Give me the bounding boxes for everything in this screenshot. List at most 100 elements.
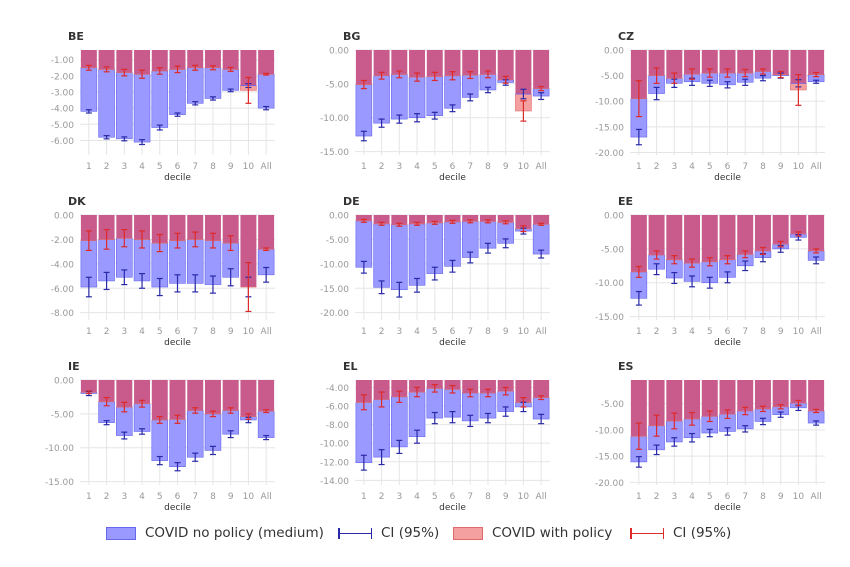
- error-bar-with-policy: [706, 257, 713, 267]
- error-bar-no-policy: [484, 242, 491, 254]
- bar-overlap: [373, 215, 390, 224]
- error-bar-no-policy: [449, 259, 456, 273]
- error-bar-with-policy: [85, 64, 92, 71]
- bar-overlap: [772, 380, 789, 407]
- chart-panel-el: EL -4.00 -6.00 -8.00 -10.00 -12.00 -14.00 1 2 3 4 5…: [320, 360, 550, 513]
- x-tick-label: All: [261, 492, 272, 502]
- bar-overlap: [134, 50, 151, 75]
- error-bar-no-policy: [414, 113, 421, 123]
- error-bar-no-policy: [538, 249, 545, 259]
- y-tick-label: -5.00: [601, 72, 625, 82]
- bar-overlap: [222, 50, 239, 70]
- bar-no-policy: [204, 413, 222, 451]
- bar-overlap: [666, 50, 683, 79]
- y-tick-label: 0.00: [54, 377, 74, 387]
- chart-panel-dk: DK 0.00 -2.00 -4.00 -6.00 -8.00 1 2 3 4 5 6 7 8 9 10 All…: [51, 195, 275, 348]
- x-tick-label: 10: [518, 492, 530, 502]
- bar-overlap: [754, 50, 771, 72]
- bar-overlap: [98, 215, 115, 240]
- bar-overlap: [373, 380, 390, 400]
- legend-swatch-with-policy: [453, 526, 483, 540]
- error-bar-with-policy: [724, 409, 731, 419]
- bar-overlap: [462, 215, 479, 222]
- x-tick-label: 10: [243, 327, 255, 337]
- bar-overlap: [701, 215, 718, 262]
- x-tick-label: 2: [654, 162, 660, 172]
- bar-overlap: [134, 380, 151, 404]
- error-bar-no-policy: [139, 139, 146, 146]
- error-bar-with-policy: [689, 411, 696, 426]
- x-tick-label: All: [536, 162, 547, 172]
- error-bar-with-policy: [502, 386, 509, 396]
- y-tick-label: -2.00: [51, 236, 75, 246]
- error-bar-no-policy: [431, 111, 438, 120]
- y-tick-label: -4.00: [51, 105, 75, 115]
- error-bar-with-policy: [484, 70, 491, 79]
- x-tick-label: 5: [157, 162, 163, 172]
- x-tick-label: 7: [192, 492, 198, 502]
- x-axis-label: decile: [164, 338, 191, 348]
- x-tick-label: 7: [467, 492, 473, 502]
- error-bar-with-policy: [209, 410, 216, 418]
- bar-overlap: [80, 50, 97, 68]
- error-bar-with-policy: [263, 72, 270, 76]
- error-bar-with-policy: [174, 232, 181, 249]
- bar-overlap: [98, 380, 115, 402]
- error-bar-no-policy: [103, 420, 110, 426]
- error-bar-no-policy: [227, 88, 234, 93]
- error-bar-no-policy: [378, 449, 385, 466]
- error-bar-no-policy: [227, 268, 234, 287]
- chart-title: BG: [343, 30, 360, 43]
- x-tick-label: 9: [778, 492, 784, 502]
- x-tick-label: 2: [104, 162, 110, 172]
- bar-overlap: [666, 215, 683, 260]
- y-tick-label: -15.00: [320, 148, 349, 158]
- error-bar-no-policy: [139, 428, 146, 435]
- error-bar-with-policy: [103, 397, 110, 407]
- bar-overlap: [355, 50, 372, 85]
- error-bar-with-policy: [139, 69, 146, 79]
- chart-grid: BE -1.00 -2.00 -3.00 -4.00 -5.00 -6.00 1 2 3 4 5 6 7 8…: [45, 30, 825, 513]
- error-bar-with-policy: [467, 388, 474, 398]
- legend-swatch-no-policy: [106, 526, 136, 540]
- error-bar-with-policy: [227, 66, 234, 72]
- error-bar-with-policy: [449, 71, 456, 81]
- error-bar-no-policy: [396, 114, 403, 124]
- bar-overlap: [355, 215, 372, 221]
- bar-overlap: [684, 380, 701, 419]
- bar-overlap: [391, 50, 408, 75]
- error-bar-no-policy: [139, 273, 146, 289]
- error-bar-with-policy: [431, 384, 438, 393]
- error-bar-no-policy: [759, 417, 766, 426]
- x-tick-label: 6: [725, 162, 731, 172]
- bar-overlap: [462, 380, 479, 394]
- error-bar-no-policy: [502, 238, 509, 249]
- bar-overlap: [258, 215, 275, 250]
- bar-overlap: [737, 380, 754, 411]
- bar-overlap: [240, 215, 257, 288]
- error-bar-with-policy: [706, 410, 713, 423]
- error-bar-with-policy: [724, 255, 731, 265]
- error-bar-with-policy: [227, 407, 234, 414]
- error-bar-with-policy: [192, 64, 199, 71]
- error-bar-with-policy: [759, 405, 766, 413]
- x-tick-label: 10: [793, 492, 805, 502]
- error-bar-no-policy: [777, 411, 784, 418]
- x-tick-label: 10: [243, 492, 255, 502]
- y-tick-label: 0.00: [329, 47, 349, 57]
- x-axis-label: decile: [439, 338, 466, 348]
- bar-overlap: [444, 50, 461, 76]
- bar-no-policy: [186, 67, 204, 104]
- bar-no-policy: [426, 76, 444, 117]
- bar-overlap: [515, 380, 532, 403]
- error-bar-no-policy: [813, 79, 820, 84]
- error-bar-with-policy: [689, 68, 696, 80]
- error-bar-with-policy: [360, 79, 367, 90]
- error-bar-with-policy: [378, 71, 385, 80]
- x-tick-label: 1: [86, 162, 92, 172]
- bar-overlap: [409, 50, 426, 78]
- error-bar-with-policy: [520, 397, 527, 408]
- error-bar-with-policy: [139, 230, 146, 249]
- error-bar-with-policy: [245, 262, 252, 313]
- error-bar-with-policy: [502, 75, 509, 84]
